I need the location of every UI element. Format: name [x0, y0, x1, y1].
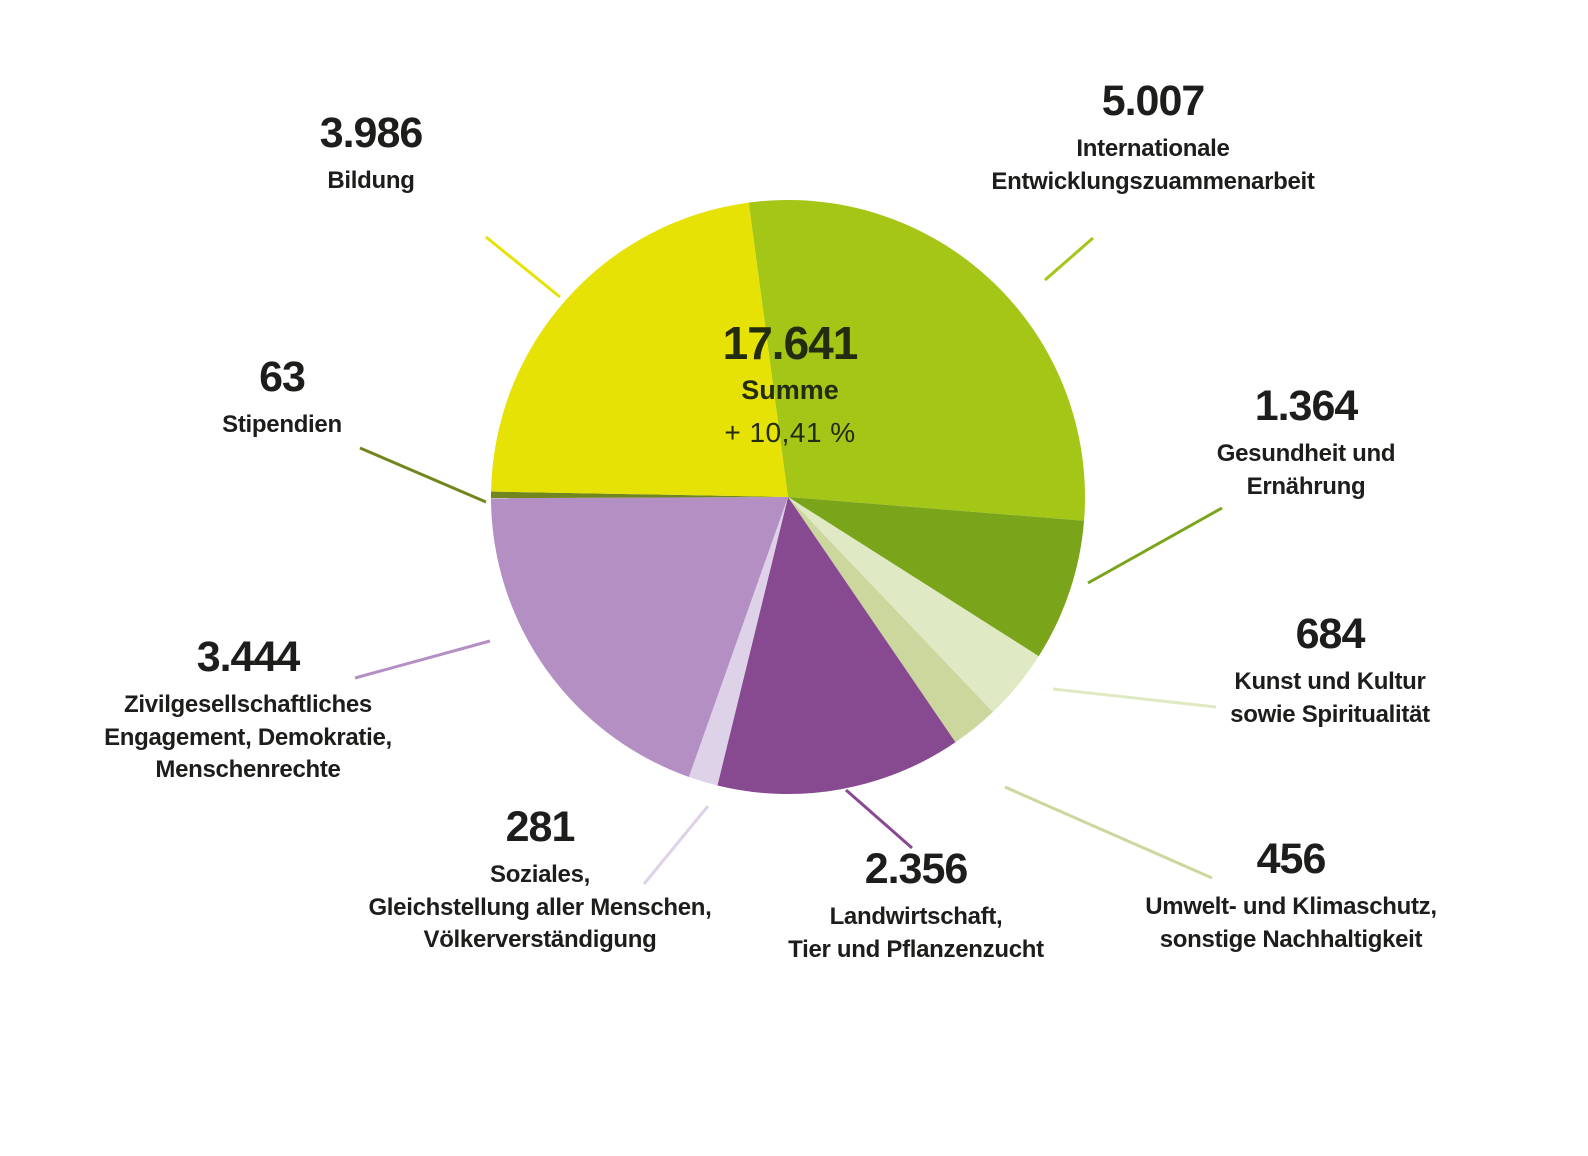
slice-value: 3.444 [196, 633, 301, 681]
pie-slice-kunst [788, 497, 1039, 712]
slice-value: 2.356 [864, 845, 969, 893]
total-caption: Summe [741, 375, 839, 405]
leader-line-internationale [1044, 236, 1094, 282]
pie-slice-soziales [688, 497, 788, 786]
pie-slice-bildung [491, 202, 788, 498]
slice-value: 456 [1256, 835, 1327, 883]
slice-name: Landwirtschaft, Tier und Pflanzenzucht [788, 903, 1044, 963]
pie-slices [490, 200, 1085, 794]
leader-line-bildung [485, 235, 561, 299]
slice-value: 684 [1295, 610, 1366, 658]
leader-line-gesundheit [1087, 506, 1223, 585]
slice-name: Gesundheit und Ernährung [1216, 440, 1396, 500]
slice-name: Stipendien [222, 411, 342, 438]
slice-label-stipendien: 63 Stipendien [12, 356, 552, 442]
slice-label-internationale: 5.007 Internationale Entwicklungszuammen… [883, 80, 1423, 198]
leader-line-landwirtschaft [845, 788, 913, 850]
total-value: 17.641 [722, 317, 859, 369]
leader-line-zivilgesellschaft [354, 639, 491, 680]
total-change: + 10,41 % [724, 417, 856, 448]
pie-slice-zivilgesellschaft [491, 497, 788, 777]
slice-value: 3.986 [319, 109, 424, 157]
slice-name: Umwelt- und Klimaschutz, sonstige Nachha… [1145, 893, 1437, 953]
leader-lines [354, 235, 1223, 885]
slice-value: 5.007 [1101, 77, 1206, 125]
pie-slice-umwelt [788, 497, 993, 743]
pie-slice-stipendien [490, 491, 788, 499]
slice-label-zivilgesellschaft: 3.444 Zivilgesellschaftliches Engagement… [0, 636, 518, 787]
leader-line-kunst [1052, 687, 1217, 709]
slice-label-soziales: 281 Soziales, Gleichstellung aller Mensc… [270, 806, 810, 957]
slice-value: 63 [259, 353, 306, 401]
pie-center-label: 17.641 Summe + 10,41 % [530, 320, 1050, 447]
slice-name: Internationale Entwicklungszuammenarbeit [991, 135, 1315, 195]
slice-label-umwelt: 456 Umwelt- und Klimaschutz, sonstige Na… [1021, 838, 1561, 956]
slice-value: 1.364 [1254, 382, 1359, 430]
leader-line-soziales [642, 805, 710, 885]
leader-line-umwelt [1004, 785, 1213, 880]
slice-label-landwirtschaft: 2.356 Landwirtschaft, Tier und Pflanzenz… [646, 848, 1186, 966]
leader-line-stipendien [359, 446, 487, 504]
slice-label-kunst: 684 Kunst und Kultur sowie Spiritualität [1060, 613, 1588, 731]
pie-slice-gesundheit [788, 497, 1085, 657]
slice-name: Bildung [327, 167, 415, 194]
pie-slice-internationale [748, 200, 1085, 521]
slice-name: Kunst und Kultur sowie Spiritualität [1230, 668, 1430, 728]
pie-slice-landwirtschaft [717, 497, 956, 794]
slice-name: Zivilgesellschaftliches Engagement, Demo… [104, 691, 392, 784]
slice-value: 281 [505, 803, 576, 851]
slice-name: Soziales, Gleichstellung aller Menschen,… [368, 861, 712, 954]
slice-label-gesundheit: 1.364 Gesundheit und Ernährung [1036, 385, 1576, 503]
slice-label-bildung: 3.986 Bildung [101, 112, 641, 198]
